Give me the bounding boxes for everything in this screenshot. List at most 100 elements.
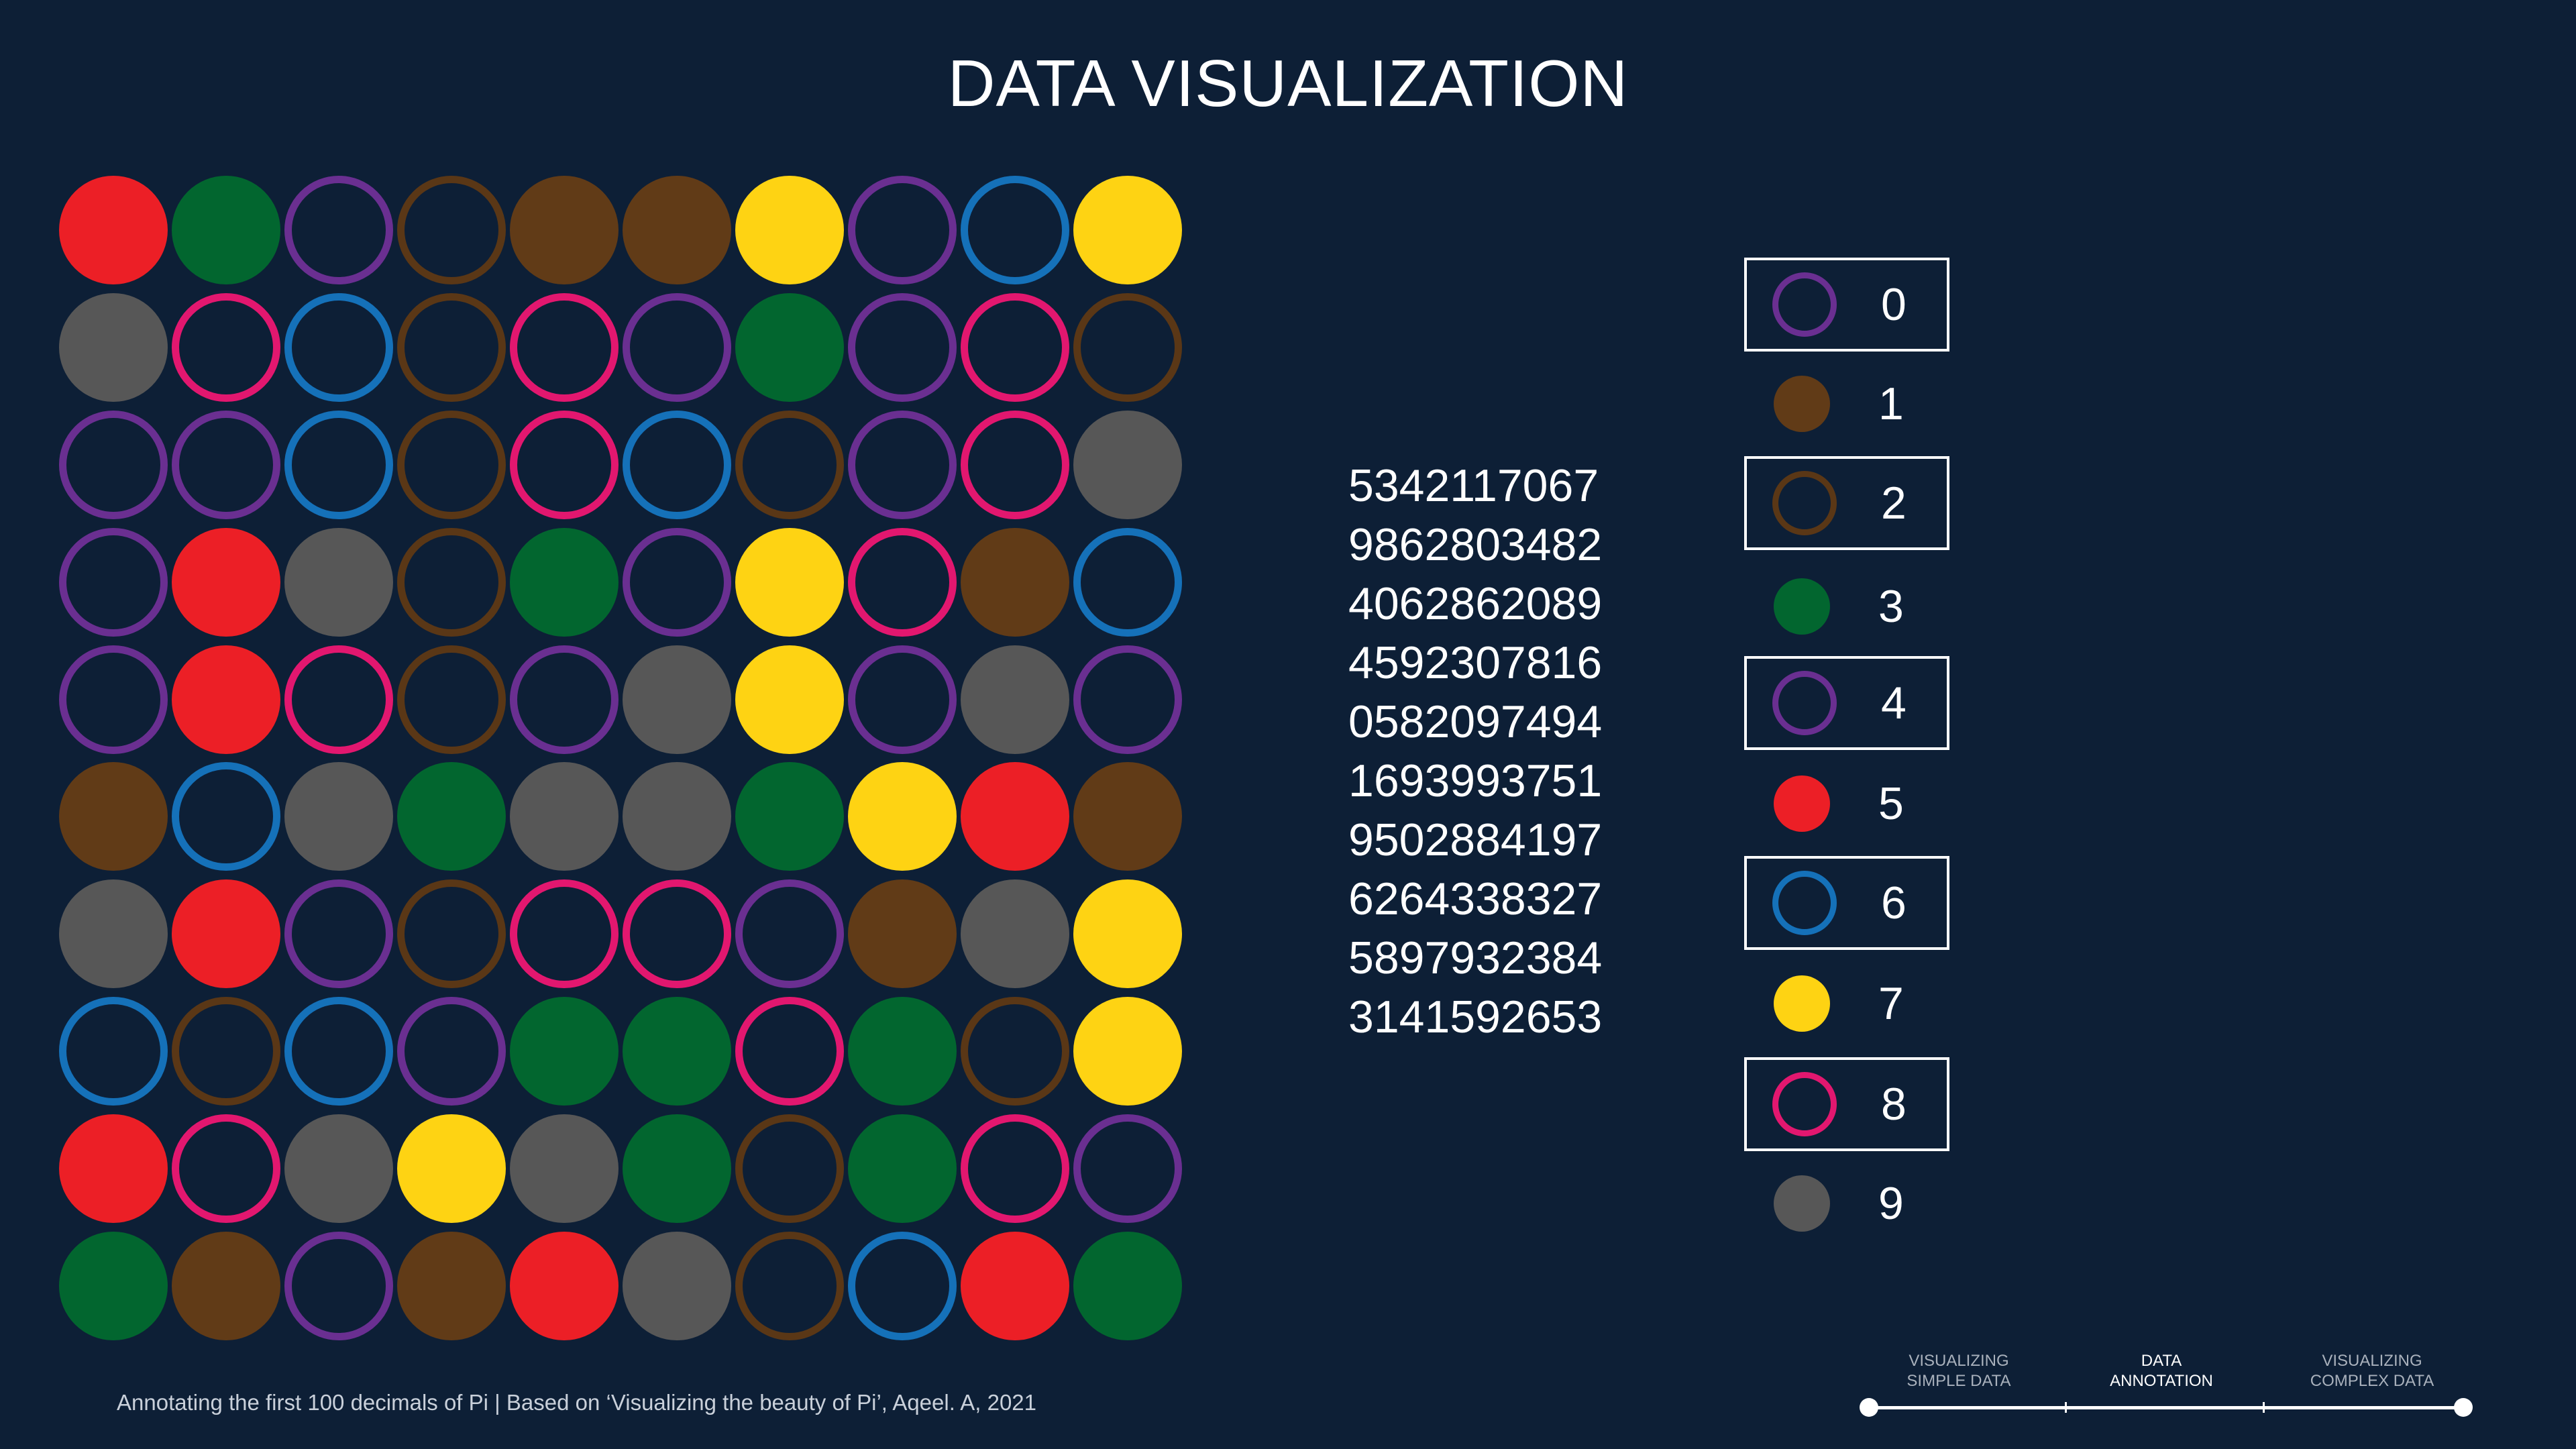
digit-dot-2 — [735, 1114, 844, 1224]
digit-dot-8 — [510, 879, 619, 989]
digit-row: 5897932384 — [1348, 932, 1603, 983]
digit-dot-2 — [397, 879, 506, 989]
digit-dot-0 — [510, 645, 619, 754]
digit-dot-9 — [284, 1114, 393, 1224]
digit-dot-3 — [172, 176, 280, 284]
digit-dot-9 — [59, 879, 168, 989]
timeline-tick — [2263, 1402, 2265, 1413]
digit-dot-7 — [735, 176, 844, 284]
digit-dot-6 — [284, 410, 393, 519]
legend-swatch — [1772, 1072, 1837, 1136]
legend-item-1: 1 — [1744, 357, 1949, 451]
timeline-step-line2: COMPLEX DATA — [2310, 1372, 2434, 1390]
digit-dot-9 — [623, 1232, 731, 1340]
digit-dot-3 — [59, 1232, 168, 1340]
digit-dot-8 — [172, 292, 280, 402]
digit-dot-1 — [510, 176, 619, 284]
digit-dot-3 — [397, 762, 506, 871]
timeline-step-simple[interactable]: VISUALIZING SIMPLE DATA — [1878, 1351, 2039, 1391]
digit-dot-3 — [735, 292, 844, 402]
legend-label: 0 — [1881, 279, 1907, 330]
digit-dot-3 — [1073, 1232, 1182, 1340]
digit-dot-3 — [510, 997, 619, 1106]
legend-label: 2 — [1881, 478, 1907, 529]
digit-dot-9 — [510, 762, 619, 871]
legend-swatch — [1774, 1175, 1830, 1232]
legend-item-6: 6 — [1744, 856, 1949, 950]
digit-dot-6 — [961, 176, 1069, 284]
timeline-step-line2: SIMPLE DATA — [1907, 1372, 2011, 1390]
digit-dot-5 — [172, 527, 280, 637]
digit-dot-8 — [961, 292, 1069, 402]
legend-label: 5 — [1878, 778, 1904, 829]
digit-dot-4 — [1073, 645, 1182, 754]
digit-dot-1 — [623, 176, 731, 284]
legend-swatch — [1772, 871, 1837, 935]
digit-dot-0 — [848, 410, 957, 519]
digit-dot-9 — [59, 292, 168, 402]
digit-dot-1 — [172, 1232, 280, 1340]
digit-dot-3 — [623, 1114, 731, 1224]
digit-dot-0 — [623, 527, 731, 637]
digit-row: 4592307816 — [1348, 637, 1603, 688]
legend-item-4: 4 — [1744, 656, 1949, 750]
digit-dot-9 — [623, 762, 731, 871]
legend-swatch — [1772, 272, 1837, 337]
legend-swatch — [1772, 671, 1837, 735]
digit-dot-5 — [961, 762, 1069, 871]
digit-dot-7 — [735, 527, 844, 637]
timeline-step-line2: ANNOTATION — [2110, 1372, 2213, 1390]
digit-rows: 5342117067 9862803482 4062862089 4592307… — [1348, 456, 1602, 1046]
legend-label: 4 — [1881, 678, 1907, 729]
digit-dot-7 — [735, 645, 844, 754]
legend-swatch — [1774, 975, 1830, 1032]
page-title: DATA VISUALIZATION — [947, 46, 1629, 120]
legend-swatch — [1774, 376, 1830, 432]
digit-dot-7 — [848, 762, 957, 871]
digit-dot-8 — [510, 410, 619, 519]
digit-dot-8 — [961, 410, 1069, 519]
digit-dot-5 — [172, 879, 280, 989]
digit-dot-4 — [848, 645, 957, 754]
digit-dot-9 — [961, 645, 1069, 754]
legend-item-5: 5 — [1744, 757, 1949, 851]
digit-dot-9 — [623, 645, 731, 754]
digit-dot-2 — [397, 292, 506, 402]
digit-dot-4 — [397, 997, 506, 1106]
timeline-track — [1868, 1406, 2465, 1409]
digit-dot-6 — [623, 410, 731, 519]
digit-dot-2 — [1073, 292, 1182, 402]
digit-row: 1693993751 — [1348, 755, 1603, 806]
digit-dot-6 — [284, 292, 393, 402]
digit-dot-8 — [848, 527, 957, 637]
digit-dot-4 — [59, 527, 168, 637]
digit-dot-5 — [961, 1232, 1069, 1340]
digit-dot-4 — [284, 1232, 393, 1340]
digit-dot-8 — [735, 997, 844, 1106]
digit-dot-5 — [59, 176, 168, 284]
digit-dot-2 — [397, 645, 506, 754]
digit-dot-1 — [848, 879, 957, 989]
digit-dot-1 — [59, 762, 168, 871]
digit-dot-0 — [623, 292, 731, 402]
digit-dot-4 — [59, 410, 168, 519]
digit-dot-8 — [961, 1114, 1069, 1224]
legend-item-7: 7 — [1744, 957, 1949, 1051]
digit-dot-7 — [1073, 997, 1182, 1106]
digit-row: 3141592653 — [1348, 991, 1603, 1042]
timeline-step-annotation[interactable]: DATA ANNOTATION — [2081, 1351, 2242, 1391]
digit-dot-2 — [172, 997, 280, 1106]
legend-label: 3 — [1878, 581, 1904, 632]
legend-label: 8 — [1881, 1079, 1907, 1130]
digit-dot-4 — [735, 879, 844, 989]
timeline-tick — [2065, 1402, 2067, 1413]
digit-dot-9 — [284, 762, 393, 871]
legend-item-3: 3 — [1744, 559, 1949, 653]
legend-item-9: 9 — [1744, 1157, 1949, 1250]
digit-dot-1 — [961, 527, 1069, 637]
timeline-step-line1: VISUALIZING — [2322, 1352, 2422, 1370]
progress-timeline: VISUALIZING SIMPLE DATA DATA ANNOTATION … — [1851, 1342, 2482, 1422]
digit-dot-3 — [735, 762, 844, 871]
legend-item-8: 8 — [1744, 1057, 1949, 1151]
timeline-step-complex[interactable]: VISUALIZING COMPLEX DATA — [2292, 1351, 2453, 1391]
